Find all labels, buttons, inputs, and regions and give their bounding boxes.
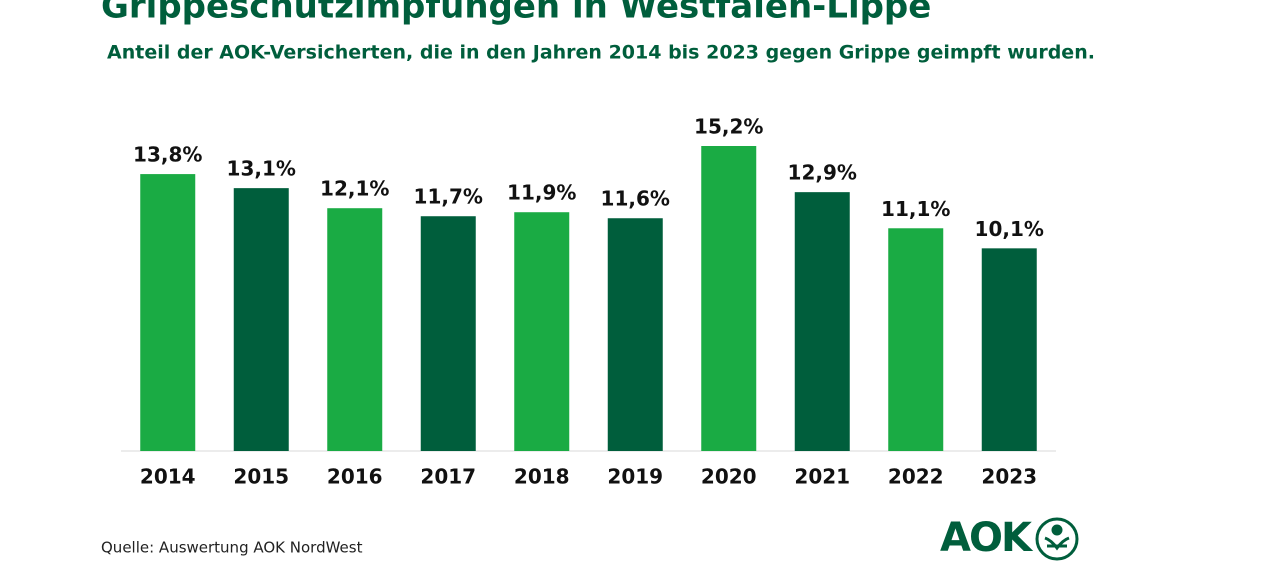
x-tick-label: 2022	[888, 465, 944, 489]
value-label: 11,9%	[507, 181, 576, 205]
bar	[981, 248, 1037, 451]
value-label: 12,9%	[788, 161, 857, 185]
bar	[888, 228, 944, 451]
bar	[420, 216, 476, 451]
bar	[327, 208, 383, 451]
bar	[794, 192, 850, 452]
bar	[607, 218, 663, 451]
chart-title: Grippeschutzimpfungen in Westfalen-Lippe	[101, 0, 931, 27]
value-label: 11,1%	[881, 197, 950, 221]
value-label: 10,1%	[975, 217, 1044, 241]
x-tick-label: 2020	[701, 465, 757, 489]
x-tick-label: 2018	[514, 465, 570, 489]
value-label: 15,2%	[694, 115, 763, 139]
value-label: 11,6%	[601, 187, 670, 211]
x-tick-label: 2019	[607, 465, 663, 489]
x-tick-label: 2017	[420, 465, 476, 489]
x-tick-label: 2016	[327, 465, 383, 489]
bar	[701, 146, 757, 451]
value-label: 11,7%	[414, 185, 483, 209]
logo-text: AOK	[940, 515, 1034, 561]
bar	[233, 188, 289, 451]
source: Quelle: Auswertung AOK NordWest	[101, 539, 363, 557]
logo-icon	[1035, 517, 1079, 561]
x-tick-label: 2023	[981, 465, 1037, 489]
bar	[140, 174, 196, 451]
chart-subtitle: Anteil der AOK-Versicherten, die in den …	[107, 42, 1095, 64]
value-label: 13,8%	[133, 143, 202, 167]
x-tick-label: 2021	[794, 465, 850, 489]
value-label: 12,1%	[320, 177, 389, 201]
x-tick-label: 2014	[140, 465, 196, 489]
bar	[514, 212, 570, 451]
x-tick-label: 2015	[233, 465, 289, 489]
value-label: 13,1%	[227, 157, 296, 181]
